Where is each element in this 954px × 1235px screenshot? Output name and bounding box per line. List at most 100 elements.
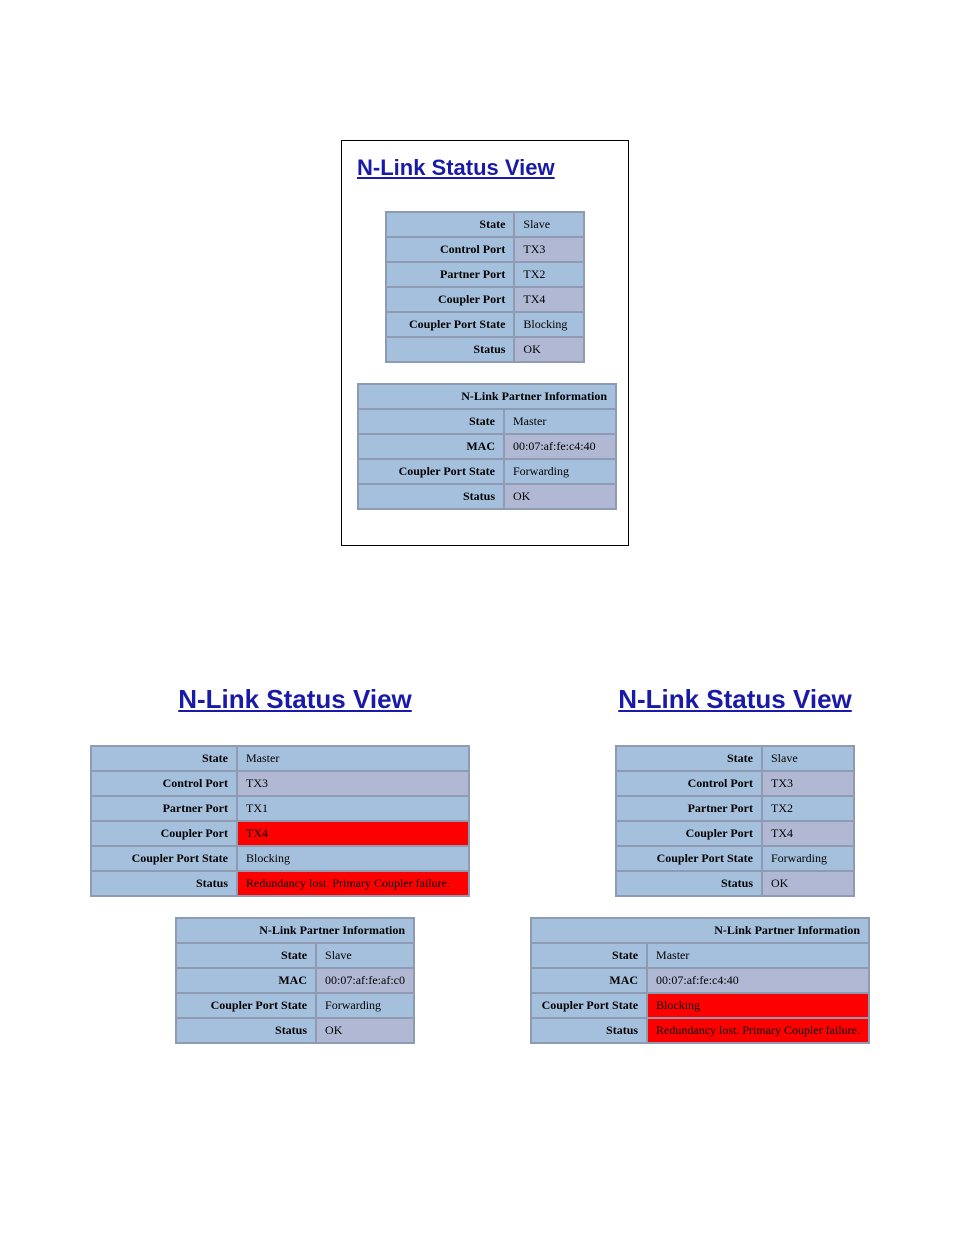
label: Partner Port: [386, 262, 514, 287]
partner-header: N-Link Partner Information: [531, 918, 869, 943]
value: Blocking: [647, 993, 869, 1018]
value: Slave: [514, 212, 584, 237]
partner-header-row: N-Link Partner Information: [358, 384, 616, 409]
row-partner-mac: MAC 00:07:af:fe:c4:40: [531, 968, 869, 993]
right-status-panel: N-Link Status View State Slave Control P…: [520, 680, 950, 1064]
value: 00:07:af:fe:c4:40: [647, 968, 869, 993]
right-main-table: State Slave Control Port TX3 Partner Por…: [615, 745, 855, 897]
row-partner-port: Partner Port TX2: [616, 796, 854, 821]
value: Forwarding: [762, 846, 854, 871]
top-status-panel: N-Link Status View State Slave Control P…: [341, 140, 629, 546]
row-coupler-port: Coupler Port TX4: [386, 287, 584, 312]
value: Master: [237, 746, 469, 771]
partner-header-row: N-Link Partner Information: [531, 918, 869, 943]
row-control-port: Control Port TX3: [386, 237, 584, 262]
value: Redundancy lost. Primary Coupler failure…: [237, 871, 469, 896]
label: Status: [176, 1018, 316, 1043]
value: 00:07:af:fe:af:c0: [316, 968, 414, 993]
label: State: [91, 746, 237, 771]
value: Master: [504, 409, 616, 434]
label: State: [176, 943, 316, 968]
right-partner-table: N-Link Partner Information State Master …: [530, 917, 870, 1044]
row-coupler-state: Coupler Port State Forwarding: [616, 846, 854, 871]
row-partner-coupler-state: Coupler Port State Forwarding: [176, 993, 414, 1018]
value: Forwarding: [504, 459, 616, 484]
row-partner-state: State Master: [358, 409, 616, 434]
row-state: State Master: [91, 746, 469, 771]
value: Slave: [316, 943, 414, 968]
value: Forwarding: [316, 993, 414, 1018]
row-partner-port: Partner Port TX1: [91, 796, 469, 821]
row-partner-state: State Master: [531, 943, 869, 968]
label: State: [616, 746, 762, 771]
label: State: [358, 409, 504, 434]
row-control-port: Control Port TX3: [91, 771, 469, 796]
label: Coupler Port: [386, 287, 514, 312]
value: 00:07:af:fe:c4:40: [504, 434, 616, 459]
value: TX1: [237, 796, 469, 821]
top-title: N-Link Status View: [357, 155, 613, 181]
label: State: [531, 943, 647, 968]
left-status-panel: N-Link Status View State Master Control …: [80, 680, 510, 1064]
label: Control Port: [616, 771, 762, 796]
partner-header-row: N-Link Partner Information: [176, 918, 414, 943]
row-partner-status: Status OK: [358, 484, 616, 509]
left-title: N-Link Status View: [80, 684, 510, 715]
value: Blocking: [237, 846, 469, 871]
row-state: State Slave: [616, 746, 854, 771]
value: TX3: [762, 771, 854, 796]
label: Coupler Port State: [531, 993, 647, 1018]
row-partner-coupler-state: Coupler Port State Blocking: [531, 993, 869, 1018]
label: MAC: [358, 434, 504, 459]
label: Status: [616, 871, 762, 896]
value: Master: [647, 943, 869, 968]
label: Status: [386, 337, 514, 362]
row-coupler-port: Coupler Port TX4: [616, 821, 854, 846]
row-coupler-state: Coupler Port State Blocking: [91, 846, 469, 871]
value: TX4: [237, 821, 469, 846]
label: Coupler Port State: [616, 846, 762, 871]
label: Partner Port: [616, 796, 762, 821]
value: TX4: [762, 821, 854, 846]
left-partner-table: N-Link Partner Information State Slave M…: [175, 917, 415, 1044]
row-partner-port: Partner Port TX2: [386, 262, 584, 287]
value: TX3: [237, 771, 469, 796]
row-status: Status Redundancy lost. Primary Coupler …: [91, 871, 469, 896]
value: TX2: [762, 796, 854, 821]
top-partner-table: N-Link Partner Information State Master …: [357, 383, 617, 510]
value: TX3: [514, 237, 584, 262]
row-state: State Slave: [386, 212, 584, 237]
label: Control Port: [386, 237, 514, 262]
value: Slave: [762, 746, 854, 771]
label: Status: [531, 1018, 647, 1043]
row-partner-status: Status Redundancy lost. Primary Coupler …: [531, 1018, 869, 1043]
value: Redundancy lost. Primary Coupler failure…: [647, 1018, 869, 1043]
label: Status: [91, 871, 237, 896]
value: TX2: [514, 262, 584, 287]
label: Partner Port: [91, 796, 237, 821]
value: TX4: [514, 287, 584, 312]
value: OK: [504, 484, 616, 509]
label: Coupler Port: [91, 821, 237, 846]
row-partner-mac: MAC 00:07:af:fe:c4:40: [358, 434, 616, 459]
row-coupler-port: Coupler Port TX4: [91, 821, 469, 846]
row-partner-status: Status OK: [176, 1018, 414, 1043]
label: Status: [358, 484, 504, 509]
label: Coupler Port State: [91, 846, 237, 871]
partner-header: N-Link Partner Information: [358, 384, 616, 409]
label: Coupler Port State: [386, 312, 514, 337]
label: Coupler Port State: [176, 993, 316, 1018]
row-status: Status OK: [616, 871, 854, 896]
right-title: N-Link Status View: [520, 684, 950, 715]
row-partner-state: State Slave: [176, 943, 414, 968]
row-control-port: Control Port TX3: [616, 771, 854, 796]
left-main-table: State Master Control Port TX3 Partner Po…: [90, 745, 470, 897]
row-partner-mac: MAC 00:07:af:fe:af:c0: [176, 968, 414, 993]
label: MAC: [531, 968, 647, 993]
row-coupler-state: Coupler Port State Blocking: [386, 312, 584, 337]
row-status: Status OK: [386, 337, 584, 362]
label: Control Port: [91, 771, 237, 796]
label: Coupler Port: [616, 821, 762, 846]
partner-header: N-Link Partner Information: [176, 918, 414, 943]
label: State: [386, 212, 514, 237]
